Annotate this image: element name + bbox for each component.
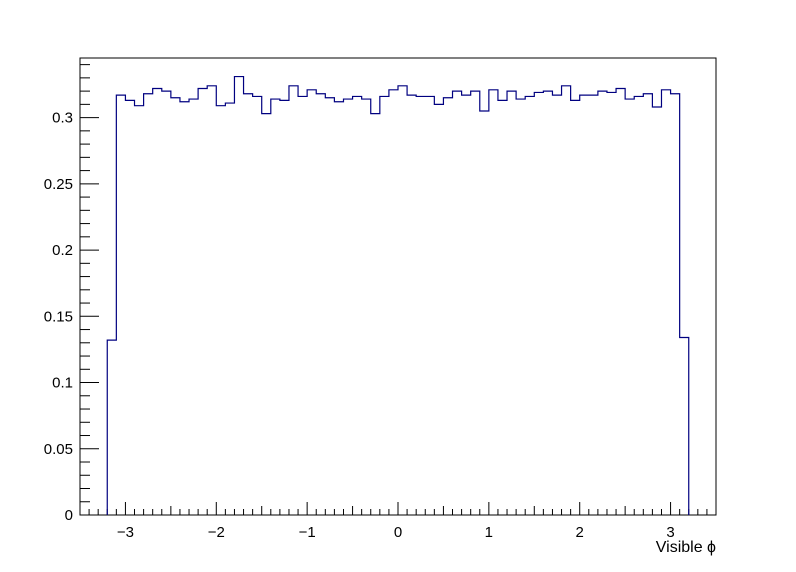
x-tick-label: −3 — [117, 524, 134, 541]
y-tick-label: 0.1 — [52, 375, 73, 392]
y-tick-label: 0.05 — [44, 441, 73, 458]
y-tick-label: 0.25 — [44, 176, 73, 193]
plot-frame — [79, 57, 717, 516]
x-tick-label: 1 — [485, 524, 493, 541]
x-tick-label: −1 — [299, 524, 316, 541]
x-axis: −3 −2 −1 0 1 2 3 — [79, 502, 717, 541]
y-axis: 0 0.05 0.1 0.15 0.2 0.25 0.3 — [44, 64, 99, 524]
x-tick-label: 0 — [394, 524, 402, 541]
x-tick-label: 3 — [666, 524, 674, 541]
y-tick-label: 0.3 — [52, 110, 73, 127]
y-tick-label: 0 — [65, 507, 73, 524]
y-tick-label: 0.15 — [44, 308, 73, 325]
y-tick-label: 0.2 — [52, 242, 73, 259]
histogram-series-line — [106, 75, 690, 515]
x-axis-title: Visible ϕ — [656, 539, 716, 556]
x-tick-label: 2 — [576, 524, 584, 541]
x-tick-label: −2 — [208, 524, 225, 541]
